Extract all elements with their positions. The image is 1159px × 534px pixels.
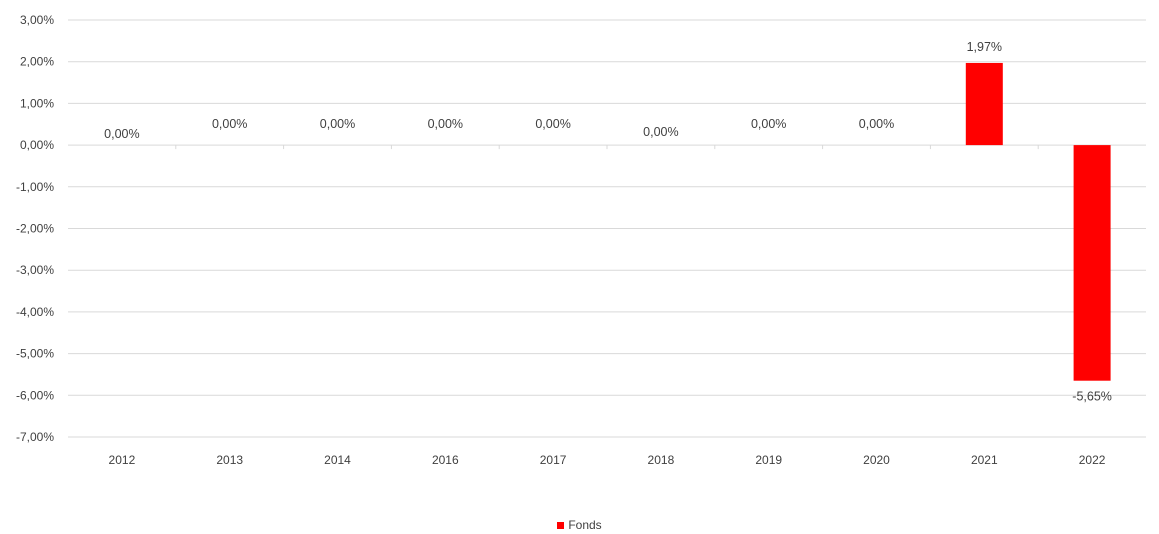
- x-tick-label: 2018: [648, 453, 675, 467]
- data-label-2018: 0,00%: [643, 125, 678, 139]
- x-tick-label: 2016: [432, 453, 459, 467]
- y-tick-label: -3,00%: [16, 263, 54, 277]
- y-tick-label: -4,00%: [16, 305, 54, 319]
- data-label-2022: -5,65%: [1072, 390, 1112, 404]
- x-tick-label: 2014: [324, 453, 351, 467]
- data-label-2012: 0,00%: [104, 127, 139, 141]
- y-tick-label: -1,00%: [16, 180, 54, 194]
- x-tick-label: 2013: [216, 453, 243, 467]
- legend-label: Fonds: [568, 518, 602, 532]
- gridlines: [68, 19, 1146, 438]
- y-tick-label: 2,00%: [20, 55, 54, 69]
- y-tick-label: -7,00%: [16, 430, 54, 444]
- x-axis-ticks: 2012 2013 2014 2016 2017 2018 2019 2020 2021 2022: [109, 453, 1106, 467]
- legend: Fonds: [0, 518, 1159, 532]
- legend-swatch: [557, 521, 565, 529]
- data-label-2016: 0,00%: [428, 117, 463, 131]
- data-label-2013: 0,00%: [212, 117, 247, 131]
- y-axis-ticks: 3,00% 2,00% 1,00% 0,00% -1,00% -2,00% -3,00% -4…: [16, 13, 54, 444]
- y-tick-label: -6,00%: [16, 388, 54, 402]
- x-tick-label: 2020: [863, 453, 890, 467]
- data-label-2019: 0,00%: [751, 117, 786, 131]
- x-tick-label: 2017: [540, 453, 567, 467]
- data-label-2020: 0,00%: [859, 117, 894, 131]
- x-tick-label: 2022: [1079, 453, 1106, 467]
- bar-2021: [965, 62, 1003, 146]
- y-tick-label: 0,00%: [20, 138, 54, 152]
- x-tick-label: 2019: [755, 453, 782, 467]
- x-tick-label: 2012: [109, 453, 136, 467]
- data-label-2014: 0,00%: [320, 117, 355, 131]
- data-label-2017: 0,00%: [535, 117, 570, 131]
- y-tick-label: 3,00%: [20, 13, 54, 27]
- y-tick-label: -2,00%: [16, 222, 54, 236]
- bar-2022: [1073, 145, 1111, 381]
- bars: [965, 62, 1111, 381]
- data-label-2021: 1,97%: [967, 40, 1002, 54]
- x-tick-label: 2021: [971, 453, 998, 467]
- bar-chart: 3,00% 2,00% 1,00% 0,00% -1,00% -2,00% -3,00% -4…: [16, 13, 1146, 467]
- y-tick-label: 1,00%: [20, 96, 54, 110]
- data-labels: 0,00% 0,00% 0,00% 0,00% 0,00% 0,00% 0,00% 0,00%…: [104, 40, 1112, 404]
- y-tick-label: -5,00%: [16, 347, 54, 361]
